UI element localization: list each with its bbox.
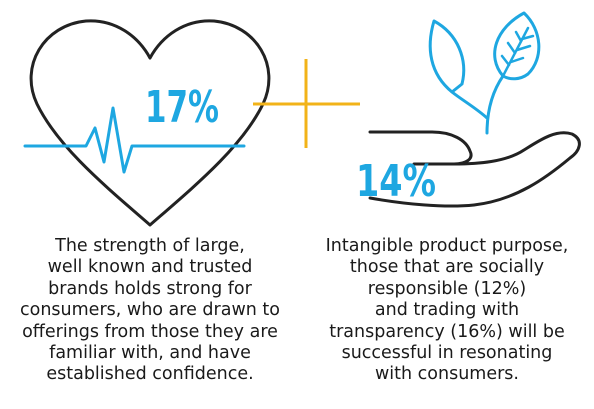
plant-leaf-right-icon [493,11,541,81]
plant-leaf-left-icon [428,19,466,94]
plant-leaf-veins-icon [500,26,535,78]
right-caption-line: transparency (16%) will be [329,321,565,342]
right-caption-line: those that are socially [349,257,545,278]
left-stat: 17% [145,82,219,133]
plant-stem-icon [450,74,505,135]
right-caption-line: successful in resonating [341,343,553,364]
left-caption-line: consumers, who are drawn to [20,300,280,321]
heartbeat-line-icon [23,106,246,174]
right-caption-line: with consumers. [374,364,519,385]
right-caption-line: Intangible product purpose, [325,236,569,256]
left-caption-line: established confidence. [46,364,254,385]
hand-icon [368,130,581,208]
right-caption-line: and trading with [374,300,520,321]
right-caption-line: responsible (12%) [367,278,527,299]
right-stat: 14% [356,156,436,207]
plus-icon [253,59,360,148]
left-caption: The strength of large, well known and tr… [0,236,300,386]
left-caption-line: The strength of large, [55,236,245,256]
infographic-art: 17% 14% [23,11,581,227]
left-caption-line: offerings from those they are [22,321,278,342]
heart-icon [29,19,271,227]
left-caption-line: brands holds strong for [48,278,252,299]
left-caption-line: well known and trusted [47,257,253,278]
right-caption: Intangible product purpose, those that a… [300,236,594,386]
left-caption-line: familiar with, and have [49,343,251,364]
